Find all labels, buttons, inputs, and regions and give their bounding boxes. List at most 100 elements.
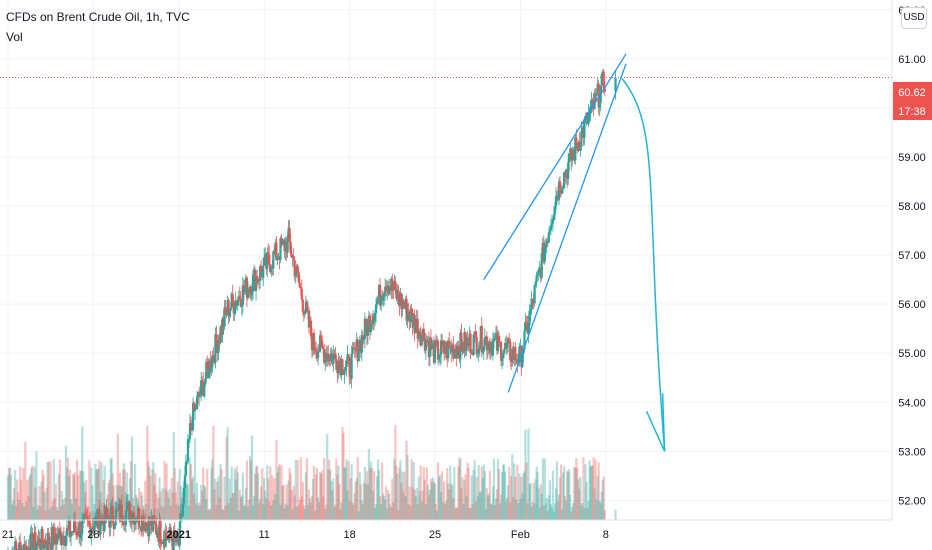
candle-body — [44, 539, 47, 546]
candle-body — [224, 307, 227, 313]
volume-bar — [536, 471, 539, 520]
candle-body — [297, 272, 300, 283]
volume-bar — [462, 503, 465, 520]
currency-button[interactable]: USD — [901, 7, 927, 29]
candle-body — [181, 503, 184, 517]
volume-bar — [498, 503, 502, 520]
volume-bar — [168, 489, 171, 520]
volume-bar — [140, 491, 143, 520]
time-axis[interactable]: 21 28 2021 11 18 25 Feb 8 — [2, 529, 609, 541]
candle-body — [438, 354, 442, 358]
volume-bar — [603, 510, 606, 520]
candle-body — [69, 533, 73, 537]
volume-bar — [273, 478, 276, 520]
volume-bar — [198, 502, 201, 520]
volume-bar — [305, 457, 308, 520]
candle-body — [293, 260, 296, 277]
candle-body — [518, 346, 521, 363]
volume-bar — [43, 491, 46, 520]
volume-bar — [19, 466, 22, 520]
volume-bar — [440, 492, 443, 520]
volume-bar — [452, 497, 455, 520]
wedge-upper-trendline[interactable] — [483, 53, 627, 280]
candle-body — [457, 345, 460, 354]
volume-indicator-label[interactable]: Vol — [6, 30, 23, 44]
candle-body — [481, 351, 484, 353]
volume-bar — [472, 469, 475, 520]
volume-bar — [184, 479, 188, 520]
volume-bar — [59, 506, 62, 520]
volume-bar — [501, 472, 504, 520]
volume-bar — [57, 474, 60, 520]
volume-bar — [585, 482, 588, 520]
candle-body — [182, 487, 185, 504]
volume-bar — [196, 483, 199, 520]
candle-body — [241, 285, 244, 305]
candle-body — [437, 357, 441, 360]
volume-bar — [593, 488, 596, 520]
forecast-arrow[interactable] — [621, 78, 666, 452]
volume-bar — [267, 478, 270, 520]
volume-bar — [80, 470, 83, 520]
volume-bar — [122, 463, 125, 520]
volume-bar — [20, 480, 23, 520]
volume-bar — [217, 476, 220, 520]
volume-bar — [399, 460, 402, 520]
volume-bar — [355, 477, 358, 520]
volume-bar — [147, 461, 150, 520]
volume-bar — [209, 509, 212, 520]
volume-bar — [225, 436, 228, 520]
volume-bar — [551, 470, 555, 520]
candle-body — [501, 358, 504, 361]
candle-body — [524, 321, 527, 331]
candle-body — [64, 535, 68, 546]
volume-bar — [145, 503, 148, 520]
volume-bar — [534, 478, 537, 520]
candle-body — [214, 334, 217, 363]
volume-bar — [281, 485, 284, 520]
volume-bar — [310, 496, 314, 520]
volume-bar — [319, 472, 322, 520]
volume-bar — [523, 470, 526, 520]
volume-bar — [553, 503, 557, 520]
volume-bar — [503, 464, 506, 520]
volume-bar — [338, 483, 341, 520]
volume-bar — [251, 505, 255, 520]
candle-body — [106, 508, 109, 516]
volume-bar — [450, 483, 453, 520]
candle-body — [597, 83, 600, 108]
volume-bar — [396, 473, 399, 520]
volume-bar — [451, 485, 454, 520]
volume-bar — [563, 466, 566, 520]
volume-bar — [290, 489, 293, 520]
candle-body — [375, 300, 379, 305]
candle-body — [528, 310, 531, 326]
candle-body — [591, 99, 594, 103]
candle-body — [18, 542, 21, 550]
wedge-lower-trendline[interactable] — [507, 63, 627, 393]
volume-bar — [69, 499, 73, 520]
volume-bar — [261, 468, 264, 520]
volume-bar — [385, 486, 388, 520]
price-axis[interactable]: 52.00 53.00 54.00 55.00 56.00 57.00 58.00 59.00… — [898, 5, 926, 508]
volume-bar — [246, 506, 250, 520]
volume-bar — [175, 503, 178, 520]
candle-body — [584, 119, 587, 121]
symbol-title[interactable]: CFDs on Brent Crude Oil, 1h, TVC — [6, 10, 190, 24]
candle-body — [406, 311, 409, 321]
volume-bar — [602, 476, 605, 520]
volume-bar — [416, 504, 419, 520]
volume-bar — [473, 460, 476, 520]
volume-bar — [369, 461, 373, 520]
candle-body — [15, 541, 18, 549]
volume-bar — [62, 504, 66, 520]
candle-body — [486, 347, 489, 351]
candle-body — [436, 340, 440, 360]
volume-bar — [79, 470, 82, 520]
volume-bar — [101, 502, 104, 520]
volume-bar — [592, 457, 595, 520]
volume-bar — [595, 499, 598, 520]
volume-bar — [387, 490, 390, 520]
candle-body — [414, 325, 417, 334]
